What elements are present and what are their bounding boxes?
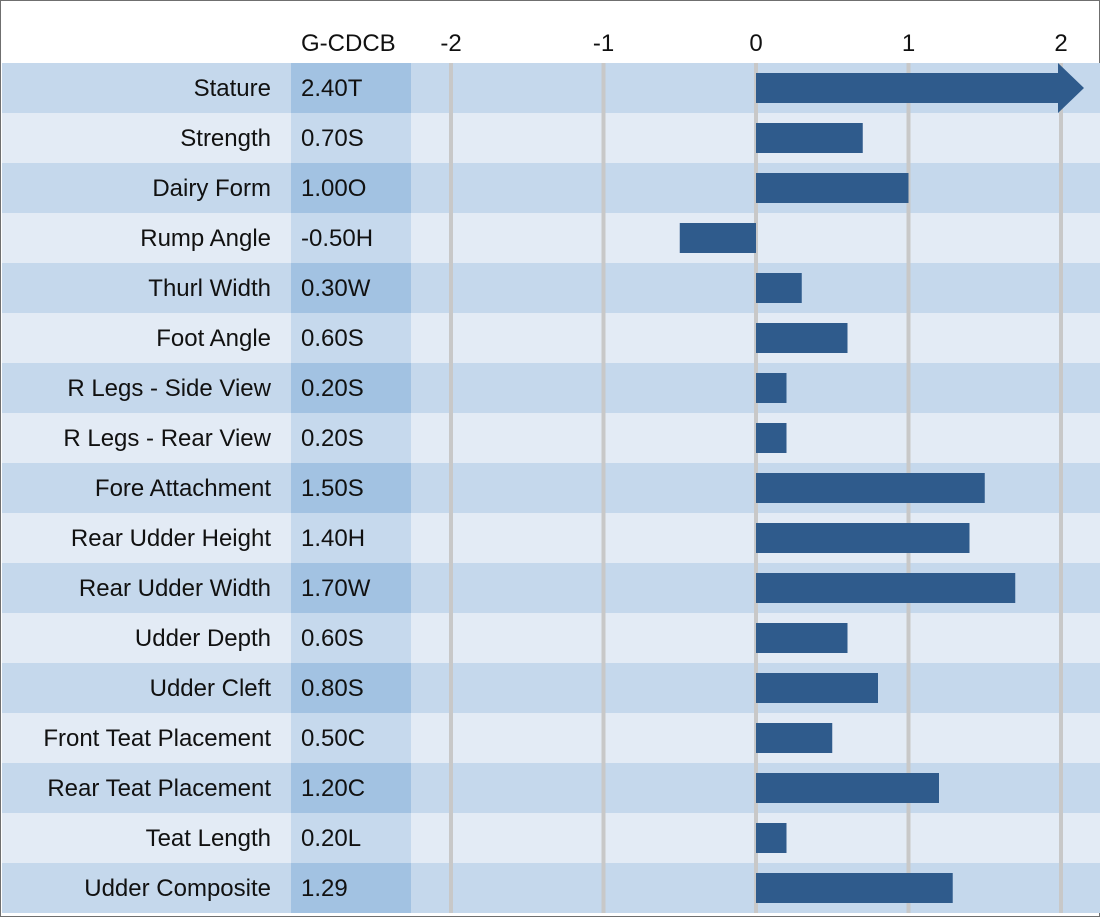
value-column-title: G-CDCB	[301, 30, 396, 57]
value-label: 1.70W	[301, 575, 371, 602]
bar	[756, 423, 787, 453]
value-label: 0.50C	[301, 725, 365, 752]
labels: G-CDCB -2 -1 0 1 2 Stature 2.40T Strength 0.70S D…	[43, 30, 1067, 902]
category-label: Rear Udder Width	[79, 575, 271, 602]
category-label: Rump Angle	[140, 225, 271, 252]
value-cell-bg	[291, 363, 411, 413]
bar	[756, 323, 848, 353]
bar	[756, 273, 802, 303]
bar	[756, 573, 1016, 603]
row-band	[2, 113, 1100, 163]
row-band	[2, 663, 1100, 713]
category-label: Thurl Width	[148, 275, 271, 302]
category-label: Teat Length	[146, 825, 271, 852]
value-cell-bg	[291, 413, 411, 463]
category-label: Rear Udder Height	[71, 525, 271, 552]
value-cell-bg	[291, 863, 411, 913]
value-label: 0.70S	[301, 125, 364, 152]
value-label: 0.80S	[301, 675, 364, 702]
category-label: Strength	[180, 125, 271, 152]
bar	[756, 773, 939, 803]
bar	[756, 723, 833, 753]
category-label: Fore Attachment	[95, 475, 271, 502]
value-cell-bg	[291, 113, 411, 163]
category-label: Udder Depth	[135, 625, 271, 652]
value-cell-bg	[291, 613, 411, 663]
value-cell-bg	[291, 463, 411, 513]
value-cell-bg	[291, 213, 411, 263]
bar	[756, 373, 787, 403]
value-cell-bg	[291, 163, 411, 213]
bar	[756, 623, 848, 653]
value-cell-bg	[291, 263, 411, 313]
value-cell-bg	[291, 563, 411, 613]
bar	[756, 473, 985, 503]
x-tick-label: -1	[593, 30, 614, 57]
category-label: R Legs - Side View	[67, 375, 271, 402]
category-label: Dairy Form	[152, 175, 271, 202]
x-tick-label: 0	[749, 30, 762, 57]
value-label: 0.20S	[301, 425, 364, 452]
category-label: Udder Composite	[84, 875, 271, 902]
value-cell-bg	[291, 63, 411, 113]
value-label: 1.40H	[301, 525, 365, 552]
value-cell-bg	[291, 663, 411, 713]
bar-overflow-arrow	[756, 63, 1084, 113]
value-cell-bg	[291, 763, 411, 813]
category-label: Front Teat Placement	[43, 725, 271, 752]
value-cell-bg	[291, 513, 411, 563]
value-label: 0.20L	[301, 825, 361, 852]
row-band	[2, 263, 1100, 313]
row-band	[2, 813, 1100, 863]
category-label: Stature	[194, 75, 271, 102]
category-label: Foot Angle	[156, 325, 271, 352]
value-label: 1.20C	[301, 775, 365, 802]
row-band	[2, 713, 1100, 763]
row-band	[2, 413, 1100, 463]
value-cell-bg	[291, 313, 411, 363]
bar	[756, 823, 787, 853]
x-tick-label: 2	[1054, 30, 1067, 57]
category-label: Rear Teat Placement	[47, 775, 271, 802]
row-band	[2, 213, 1100, 263]
value-label: 0.30W	[301, 275, 371, 302]
bars	[679, 63, 1084, 903]
value-label: 2.40T	[301, 75, 363, 102]
value-label: 0.60S	[301, 325, 364, 352]
value-label: 0.60S	[301, 625, 364, 652]
x-tick-label: 1	[902, 30, 915, 57]
category-label: Udder Cleft	[150, 675, 272, 702]
value-label: 1.00O	[301, 175, 366, 202]
bar	[756, 173, 909, 203]
value-label: 1.29	[301, 875, 348, 902]
value-cell-bg	[291, 813, 411, 863]
row-band	[2, 163, 1100, 213]
value-cell-bg	[291, 713, 411, 763]
bar	[679, 223, 756, 253]
x-tick-label: -2	[440, 30, 461, 57]
value-label: 0.20S	[301, 375, 364, 402]
row-band	[2, 613, 1100, 663]
row-band	[2, 313, 1100, 363]
bar	[756, 523, 970, 553]
bar	[756, 873, 953, 903]
row-band	[2, 363, 1100, 413]
bar	[756, 123, 863, 153]
value-label: -0.50H	[301, 225, 373, 252]
bar	[756, 673, 878, 703]
category-label: R Legs - Rear View	[63, 425, 271, 452]
value-label: 1.50S	[301, 475, 364, 502]
